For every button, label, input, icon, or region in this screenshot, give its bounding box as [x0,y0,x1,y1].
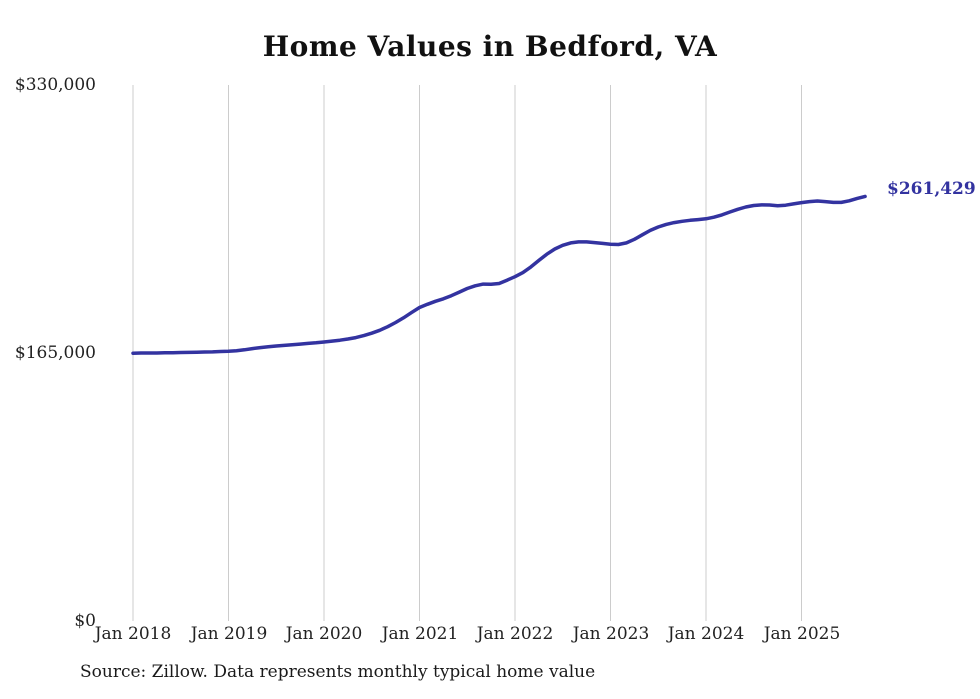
y-axis-tick-label-330000: $330,000 [14,75,96,95]
source-note: Source: Zillow. Data represents monthly … [80,662,596,682]
x-axis-tick-label-jan-2018: Jan 2018 [94,624,172,644]
y-axis-tick-label-165000: $165,000 [14,343,96,363]
x-axis-tick-label-jan-2023: Jan 2023 [572,624,650,644]
x-axis-tick-label-jan-2024: Jan 2024 [667,624,745,644]
home-value-series-line [131,194,867,355]
x-axis-tick-label-jan-2025: Jan 2025 [763,624,841,644]
latest-value-label: $261,429 [887,179,976,199]
x-axis-tick-label-jan-2020: Jan 2020 [285,624,363,644]
x-axis-tick-label-jan-2022: Jan 2022 [476,624,554,644]
x-axis-tick-label-jan-2019: Jan 2019 [190,624,268,644]
chart-title: Home Values in Bedford, VA [262,30,718,63]
y-axis-tick-label-0: $0 [74,611,96,631]
x-axis-tick-label-jan-2021: Jan 2021 [381,624,459,644]
